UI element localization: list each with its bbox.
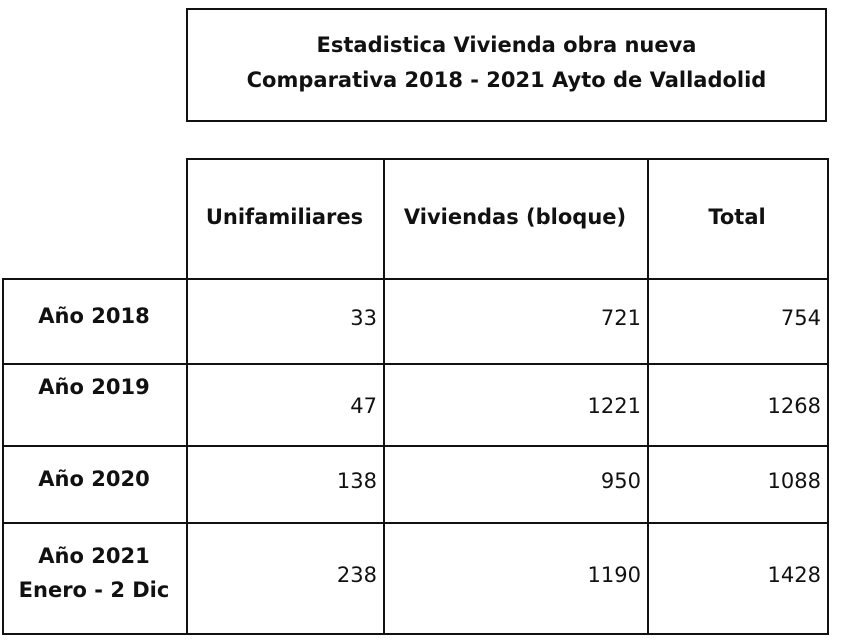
- cell-value: 1088: [767, 468, 821, 493]
- cell: [647, 522, 829, 635]
- row-label: Enero - 2 Dic: [18, 577, 170, 602]
- cell-value: 138: [336, 468, 377, 493]
- cell-value: 754: [780, 305, 821, 330]
- cell-value: 1268: [767, 394, 821, 418]
- cell-value: 950: [600, 468, 641, 493]
- cell-value: 47: [350, 394, 377, 418]
- title-line: Comparativa 2018 - 2021 Ayto de Valladol…: [246, 68, 767, 92]
- cell-value: 721: [600, 305, 641, 330]
- column-header: Unifamiliares: [205, 205, 364, 229]
- row-label: Año 2018: [38, 303, 150, 328]
- cell-value: 238: [336, 562, 377, 587]
- column-header: Viviendas (bloque): [403, 205, 627, 229]
- column-header: Total: [708, 205, 766, 229]
- title-box: [186, 8, 827, 122]
- cell-value: 33: [350, 305, 377, 330]
- title-line: Estadistica Vivienda obra nueva: [316, 33, 697, 57]
- cell-value: 1190: [587, 562, 641, 587]
- row-label: Año 2021: [38, 543, 150, 568]
- row-label: Año 2020: [38, 466, 150, 491]
- cell-value: 1428: [767, 562, 821, 587]
- row-label: Año 2019: [38, 375, 150, 399]
- cell-value: 1221: [587, 394, 641, 418]
